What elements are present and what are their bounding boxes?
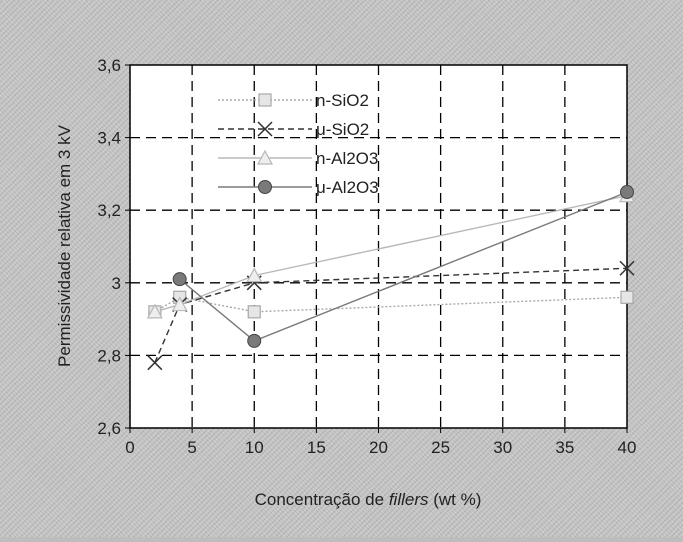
x-tick-label: 40: [618, 438, 637, 457]
x-tick-label: 20: [369, 438, 388, 457]
data-point-series-3: [172, 272, 187, 287]
x-tick-label: 15: [307, 438, 326, 457]
data-point-series-3: [620, 185, 634, 200]
legend-marker-0: [258, 93, 272, 107]
data-point-series-2: [146, 303, 163, 319]
y-tick-label: 3: [112, 274, 121, 293]
x-tick-label: 10: [245, 438, 264, 457]
data-point-series-1: [619, 260, 635, 276]
data-point-series-0: [247, 305, 261, 319]
x-tick-label: 0: [125, 438, 134, 457]
legend-marker-1: [257, 121, 273, 137]
y-tick-label: 2,8: [97, 346, 121, 365]
y-tick-label: 2,6: [97, 419, 121, 438]
y-axis-ticks: 2,6 2,8 3 3,2 3,4 3,6: [97, 56, 130, 438]
x-tick-label: 25: [431, 438, 450, 457]
series-line-2: [154, 195, 628, 313]
x-tick-label: 5: [187, 438, 196, 457]
legend-label: n-SiO2: [316, 91, 369, 110]
x-axis-label: Concentração de fillers (wt %): [255, 490, 482, 509]
legend-label: μ-SiO2: [316, 120, 369, 139]
series-line-1: [154, 267, 628, 363]
x-tick-label: 35: [555, 438, 574, 457]
series-markers: [146, 185, 636, 371]
legend-marker-3: [258, 180, 272, 194]
data-point-series-2: [246, 267, 263, 283]
legend-marker-2: [256, 149, 274, 165]
data-point-series-1: [147, 355, 163, 371]
y-tick-label: 3,6: [97, 56, 121, 75]
legend-label: n-Al2O3: [316, 149, 378, 168]
y-axis-label: Permissividade relativa em 3 kV: [55, 124, 74, 367]
x-tick-label: 30: [493, 438, 512, 457]
x-axis-ticks: 0 5 10 15 20 25 30 35 40: [125, 428, 636, 457]
y-tick-label: 3,2: [97, 201, 121, 220]
data-point-series-0: [620, 290, 634, 304]
y-tick-label: 3,4: [97, 129, 121, 148]
grid: [130, 65, 627, 428]
legend-label: μ-Al2O3: [316, 178, 379, 197]
data-point-series-2: [171, 296, 188, 312]
data-point-series-3: [247, 333, 262, 348]
legend: n-SiO2 μ-SiO2 n-Al2O3 μ-Al2O3: [218, 91, 379, 197]
